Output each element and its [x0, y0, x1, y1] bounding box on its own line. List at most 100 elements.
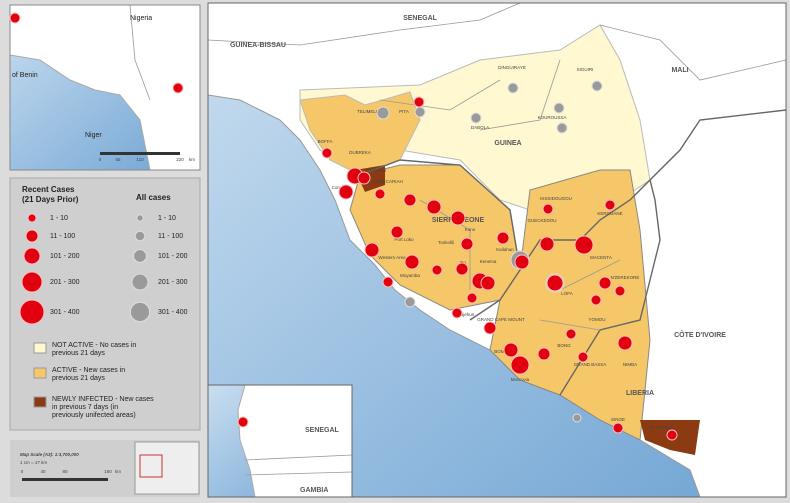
recent-case-marker [480, 275, 496, 291]
district-label: Kenema [480, 259, 497, 264]
inset-top [10, 5, 200, 170]
recent-case-marker [565, 328, 577, 340]
district-label: SIGUIRI [577, 67, 594, 72]
district-label: TELIMELE [357, 109, 379, 114]
district-border [379, 59, 621, 331]
district-label: N'ZEREKORE [611, 275, 640, 280]
swatch [33, 367, 47, 379]
place-label: Niger [85, 132, 102, 139]
scale-label: 80 [62, 469, 68, 474]
all-cases-marker [414, 106, 426, 118]
district-label: BONG [557, 343, 571, 348]
recent-case-marker [666, 429, 678, 441]
place-label: GAMBIA [300, 487, 328, 494]
swatch [33, 342, 47, 354]
recent-case-marker [542, 203, 554, 215]
tspan: previous 21 days [52, 350, 105, 357]
district-label: MACENTA [590, 255, 612, 260]
recent-case-marker [357, 171, 371, 185]
all-cases-marker [591, 80, 603, 92]
district-label: Kailahun [496, 247, 514, 252]
case-marker [9, 12, 21, 24]
legend-label: 301 - 400 [50, 309, 80, 316]
recent-case-marker [364, 242, 380, 258]
legend-label: 11 - 100 [158, 233, 183, 240]
land [237, 385, 352, 497]
recent-case-marker [413, 96, 425, 108]
all-cases-marker [572, 413, 582, 423]
map-frame [207, 2, 787, 498]
border [129, 5, 151, 101]
border [559, 109, 786, 396]
legend-title: Recent Cases (21 Days Prior) [22, 185, 79, 204]
district-label: SINOE [611, 417, 625, 422]
district-label: GRAND BASSA [574, 362, 607, 367]
scale-label: km [115, 469, 121, 474]
inset-frame [207, 384, 353, 498]
all-cases-marker [556, 122, 568, 134]
district-label: BOFFA [318, 139, 333, 144]
recent-case-marker [460, 237, 474, 251]
tspan: previous 21 days [52, 375, 105, 382]
tspan: previously unifected areas) [52, 412, 136, 419]
legend-label: 101 - 200 [158, 253, 188, 260]
tspan: NOT ACTIVE - No cases in [52, 342, 136, 349]
swatch [33, 396, 47, 408]
tspan: in previous 7 days (in [52, 404, 118, 411]
legend-marker [25, 229, 39, 243]
legend-title: All cases [136, 193, 171, 202]
place-label: of Benin [12, 72, 38, 79]
legend-marker [134, 230, 146, 242]
recent-case-marker [539, 236, 555, 252]
district-label: Port Loko [394, 237, 414, 242]
district-label: Tonkolili [438, 240, 454, 245]
scale-label: km [189, 157, 195, 162]
country-label: SENEGAL [403, 15, 438, 22]
legend-panel [9, 177, 201, 431]
case-marker [237, 416, 249, 428]
district-label: LOFA [561, 291, 573, 296]
scale-label: 110 [136, 157, 144, 162]
border [519, 179, 651, 271]
locator [134, 441, 200, 495]
border [208, 3, 521, 46]
legend-label: 201 - 300 [158, 279, 188, 286]
district-label: Pujehun [458, 312, 475, 317]
legend-marker [19, 299, 45, 325]
legend-label: 101 - 200 [50, 253, 80, 260]
recent-case-marker [574, 235, 594, 255]
legend-marker [27, 213, 37, 223]
recent-case-marker [483, 321, 497, 335]
district-label: DINGUIRAYE [498, 65, 526, 70]
place-label: Nigeria [130, 15, 152, 22]
all-cases-marker [553, 102, 565, 114]
district-label: DUBREKA [349, 150, 371, 155]
recent-case-marker [451, 307, 463, 319]
legend-marker [21, 271, 43, 293]
all-cases-marker [470, 112, 482, 124]
district-label: KOUROUSSA [538, 115, 567, 120]
recent-case-marker [455, 262, 469, 276]
scale-subtitle: 1 cm = 37 km [20, 460, 47, 465]
district-label: Kono [465, 227, 476, 232]
recent-case-marker [403, 193, 417, 207]
country-label: CÔTE D'IVOIRE [674, 330, 726, 339]
recent-case-marker [431, 264, 443, 276]
scale-bar [22, 478, 108, 481]
legend-label: NEWLY INFECTED - New cases in previous 7 … [52, 396, 154, 419]
scale-title: Map Scale (A3): 1:3,700,000 [20, 452, 79, 457]
recent-case-marker [466, 292, 478, 304]
recent-case-marker [590, 294, 602, 306]
recent-case-marker [374, 188, 386, 200]
legend-label: 301 - 400 [158, 309, 188, 316]
district-label: FORECARIAH [373, 179, 403, 184]
case-marker [172, 82, 184, 94]
tspan: ACTIVE - New cases in [52, 367, 125, 374]
legend-label: ACTIVE - New cases in previous 21 days [52, 367, 125, 382]
recent-case-marker [338, 184, 354, 200]
district-label: NIMBA [623, 362, 637, 367]
district-label: Moyamba [400, 273, 420, 278]
all-cases-marker [507, 82, 519, 94]
district-label: RIVER GEE [650, 425, 675, 430]
